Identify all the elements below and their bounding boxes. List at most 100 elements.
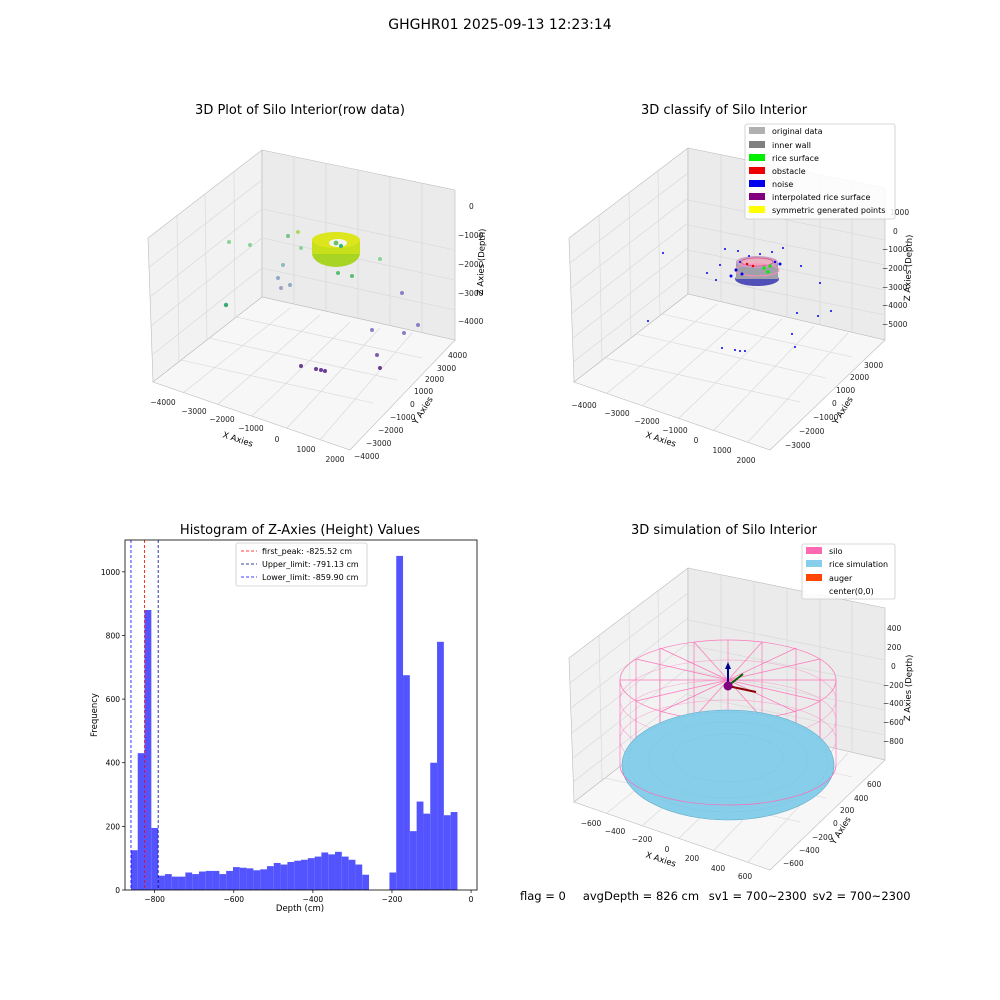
raw-data-points [223,230,420,373]
avg-depth-text: avgDepth = 826 cm [582,889,700,903]
raw-xtick: 2000 [325,455,344,464]
classify-ytick: 3000 [864,361,883,370]
histogram-bar [450,812,458,890]
histogram-bar [348,859,356,890]
histogram-bar [389,872,397,890]
classify-xtick: 1000 [712,446,731,455]
histogram-xtick-label: 0 [469,895,474,904]
histogram-xtick-label: −800 [144,895,165,904]
histogram-bar [314,856,322,890]
histogram-bar [171,876,179,890]
histogram-bar [443,815,451,890]
simulation-ytick: 400 [854,794,869,803]
raw-ztick: 0 [469,202,474,211]
simulation-ytick: −600 [783,859,804,868]
classify-legend-item: interpolated rice surface [772,193,870,202]
classify-ztick: −2000 [882,264,908,273]
histogram-bar [178,876,186,890]
histogram-bar [164,874,172,890]
histogram-bar [219,874,227,890]
histogram-chart: −800 −600 −400 −200 0 0 200 400 600 800 1000 Dept… [90,539,478,914]
raw-xtick: 1000 [296,445,315,454]
histogram-ytick-label: 1000 [101,568,120,577]
histogram-ytick-label: 800 [106,631,121,640]
simulation-legend-item: auger [829,574,853,583]
silo-front-wireframe [619,764,837,806]
histogram-legend-label: first_peak: -825.52 cm [262,547,352,556]
classify-3d-plot: −4000 −3000 −2000 −1000 0 1000 2000 3000… [568,123,915,465]
figure-title: GHGHR01 2025-09-13 12:23:14 [388,17,612,33]
raw-xtick: −3000 [181,407,207,416]
raw-ztick: −2000 [458,260,484,269]
classify-ztick: −1000 [882,245,908,254]
histogram-bar [266,866,274,890]
histogram-bar [437,641,444,890]
simulation-legend-item: rice simulation [829,560,888,569]
raw-ytick: −4000 [354,452,380,461]
histogram-yticks: 0 200 400 600 800 1000 [101,568,125,895]
raw-ztick: −3000 [458,289,484,298]
histogram-bar [226,870,233,890]
simulation-legend-item: center(0,0) [829,587,874,596]
histogram-bar [151,827,159,890]
histogram-bars [130,555,458,890]
histogram-bar [130,850,138,890]
auger-axes [723,662,757,693]
histogram-xtick-label: −200 [382,895,403,904]
simulation-xtick: 600 [738,872,753,880]
histogram-bar [280,864,288,890]
histogram-bar [232,867,240,890]
histogram-bar [246,868,254,890]
histogram-bar [403,675,410,890]
histogram-bar [423,813,431,890]
classify-ytick: −3000 [785,441,811,450]
simulation-ztick: 200 [887,643,902,652]
histogram-legend-label: Lower_limit: -859.90 cm [262,573,359,582]
simulation-ztick: 400 [887,624,902,633]
raw-ytick: 3000 [437,364,456,373]
simulation-3d-plot: −600 −400 −200 0 200 400 600 600 400 200… [568,543,915,880]
histogram-bar [355,864,363,890]
histogram-reference-lines [130,540,159,890]
histogram-bar [307,858,315,890]
simulation-ztick: −800 [883,737,904,746]
classify-legend: original data inner wall rice surface ob… [744,123,896,220]
histogram-xtick-label: −400 [303,895,324,904]
histogram-xtick-label: −600 [223,895,244,904]
simulation-xtick: 0 [665,845,670,854]
simulation-legend: silo rice simulation auger center(0,0) [801,543,896,600]
histogram-bar [239,867,247,890]
raw-axes-panes [147,149,456,451]
simulation-legend-item: silo [829,547,843,556]
sv1-text: sv1 = 700~2300 [708,889,807,903]
raw-3d-plot: −4000 −3000 −2000 −1000 0 1000 2000 4000… [147,149,488,464]
classify-zaxis-label: Z Axies (Depth) [903,234,915,301]
histogram-yaxis-label: Frequency [90,693,100,737]
histogram-bar [416,801,424,890]
raw-ytick: −2000 [378,426,404,435]
raw-ytick: −3000 [366,439,392,448]
histogram-bar [205,870,213,890]
histogram-ytick-label: 400 [106,759,121,768]
histogram-ytick-label: 600 [106,695,121,704]
histogram-xaxis-label: Depth (cm) [276,904,324,914]
histogram-bar [137,753,145,890]
flag-text: flag = 0 [520,889,566,903]
simulation-xtick: −600 [581,819,602,828]
raw-ytick: 2000 [425,375,444,384]
histogram-bar [260,869,267,890]
histogram-bar [409,831,417,890]
histogram-xticks: −800 −600 −400 −200 0 [144,890,474,904]
histogram-bar [396,555,404,890]
histogram-bar [321,852,329,890]
raw-xtick: −2000 [209,415,235,424]
histogram-bar [287,862,295,890]
histogram-bar [192,874,199,890]
raw-ytick: 0 [410,400,415,409]
histogram-legend-label: Upper_limit: -791.13 cm [262,560,359,569]
classify-ytick: 1000 [836,386,855,395]
classify-ytick: −2000 [799,427,825,436]
classify-ztick: −3000 [882,283,908,292]
histogram-frame [124,539,478,891]
simulation-xtick: −200 [632,835,653,844]
